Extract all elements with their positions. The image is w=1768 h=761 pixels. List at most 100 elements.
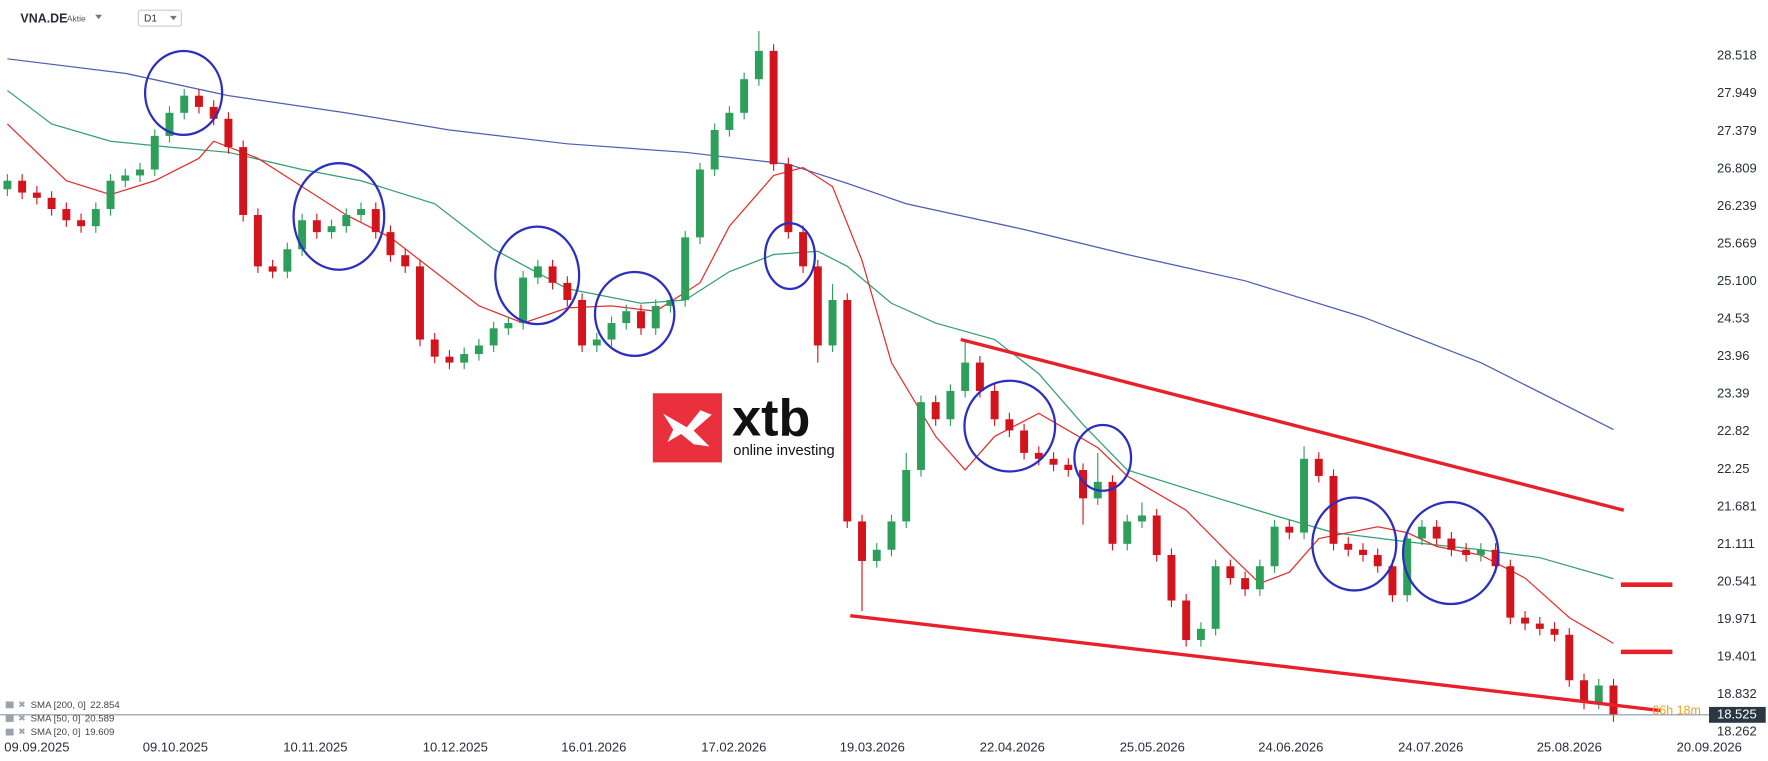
candle-body — [931, 402, 940, 420]
candle-body — [371, 209, 380, 233]
candle-body — [62, 209, 71, 221]
circle — [292, 162, 386, 271]
candle-body — [136, 169, 144, 176]
candle-body — [607, 323, 616, 340]
legend-entry: SMA [20, 0] 19.609 — [31, 727, 115, 738]
candle-body — [1314, 458, 1323, 476]
timeframe-box[interactable] — [137, 9, 182, 27]
candle-body — [298, 220, 307, 250]
candle-body — [1108, 481, 1117, 544]
sma-line — [7, 89, 1614, 580]
y-tick-label: 26.809 — [1717, 160, 1757, 175]
candle-body — [489, 328, 498, 346]
candle-body — [121, 175, 130, 181]
y-tick-label: 28.518 — [1717, 48, 1757, 63]
candle-body — [1521, 617, 1530, 624]
candle-body — [430, 339, 439, 357]
candle-body — [563, 282, 572, 300]
y-tick-label: 27.379 — [1717, 123, 1757, 138]
legend-name: SMA [200, 0] — [31, 699, 86, 710]
candle-body — [637, 311, 645, 329]
candle-body — [519, 277, 528, 324]
candle-body — [1462, 549, 1471, 556]
candle-body — [474, 345, 483, 355]
candle-body — [1476, 549, 1485, 556]
candle-body — [416, 266, 424, 340]
logo: xtb online investing — [652, 389, 835, 463]
legend-name: SMA [20, 0] — [31, 727, 81, 738]
candle-body — [1359, 549, 1367, 556]
candle-body — [548, 266, 557, 283]
candle-body — [784, 164, 793, 233]
candle-body — [106, 180, 115, 210]
candle-body — [1138, 515, 1146, 522]
candle-body — [843, 299, 852, 522]
candle-body — [1167, 555, 1176, 601]
trend-line — [960, 337, 1625, 512]
candle-body — [666, 299, 675, 306]
candle-body — [18, 180, 27, 193]
y-tick-label: 18.262 — [1717, 724, 1757, 739]
candle-body — [150, 135, 159, 170]
candle-body — [1580, 680, 1588, 703]
candle-body — [312, 220, 321, 233]
y-tick-label: 22.82 — [1717, 423, 1750, 438]
trend-line — [850, 613, 1661, 713]
candle-body — [1388, 566, 1397, 596]
circle — [763, 222, 817, 291]
candle-body — [946, 390, 955, 420]
candle-body — [209, 106, 218, 119]
candle-body — [1241, 578, 1250, 590]
legend-entry: SMA [50, 0] 20.589 — [31, 713, 115, 724]
dropdown-arrow[interactable] — [95, 14, 103, 20]
candle-body — [401, 255, 410, 267]
x-tick-label: 19.03.2026 — [840, 739, 905, 754]
circle — [1401, 500, 1500, 606]
logo-mark — [663, 410, 712, 447]
candle-body — [1152, 515, 1161, 556]
candle-body — [1417, 526, 1426, 539]
y-tick-label: 25.100 — [1717, 273, 1757, 288]
y-tick-label: 20.541 — [1717, 573, 1757, 588]
circle — [143, 49, 224, 136]
candle-body — [1005, 419, 1014, 431]
sma-line — [7, 58, 1614, 431]
x-tick-label: 24.06.2026 — [1258, 739, 1323, 754]
candle-body — [592, 339, 601, 346]
candle-body — [1403, 538, 1412, 596]
candle-body — [1300, 458, 1309, 533]
candle-body — [1609, 685, 1618, 715]
y-tick-label: 27.949 — [1717, 85, 1757, 100]
candle-body — [224, 118, 233, 148]
x-tick-label: 22.04.2026 — [980, 739, 1045, 754]
candle-body — [268, 266, 277, 272]
candle-body — [1285, 526, 1294, 533]
candle-body — [1550, 628, 1559, 635]
candle-body — [1373, 555, 1382, 567]
candle-body — [1535, 623, 1544, 629]
circle — [494, 225, 581, 326]
candle-body — [1565, 634, 1574, 681]
candle-body — [1049, 458, 1058, 465]
candle-body — [180, 95, 189, 113]
candle-body — [990, 390, 999, 420]
candle-body — [754, 50, 763, 80]
legend-name: SMA [50, 0] — [31, 713, 81, 724]
timeframe[interactable]: D1 — [144, 13, 157, 24]
candle-body — [504, 323, 513, 329]
candle-body — [1506, 566, 1515, 618]
instrument-kind[interactable]: Aktie — [67, 14, 86, 24]
x-tick-label: 09.10.2025 — [143, 739, 208, 754]
candle-body — [1020, 430, 1029, 453]
candle-body — [1594, 685, 1603, 703]
candle-body — [828, 299, 837, 346]
candle-body — [342, 214, 351, 227]
candle-body — [902, 470, 911, 522]
circle — [1311, 496, 1398, 592]
dropdown-arrow[interactable] — [170, 15, 177, 21]
legend-icon — [5, 701, 14, 709]
symbol: VNA.DE — [20, 12, 67, 26]
candle-body — [710, 129, 719, 170]
candle-body — [872, 549, 881, 561]
